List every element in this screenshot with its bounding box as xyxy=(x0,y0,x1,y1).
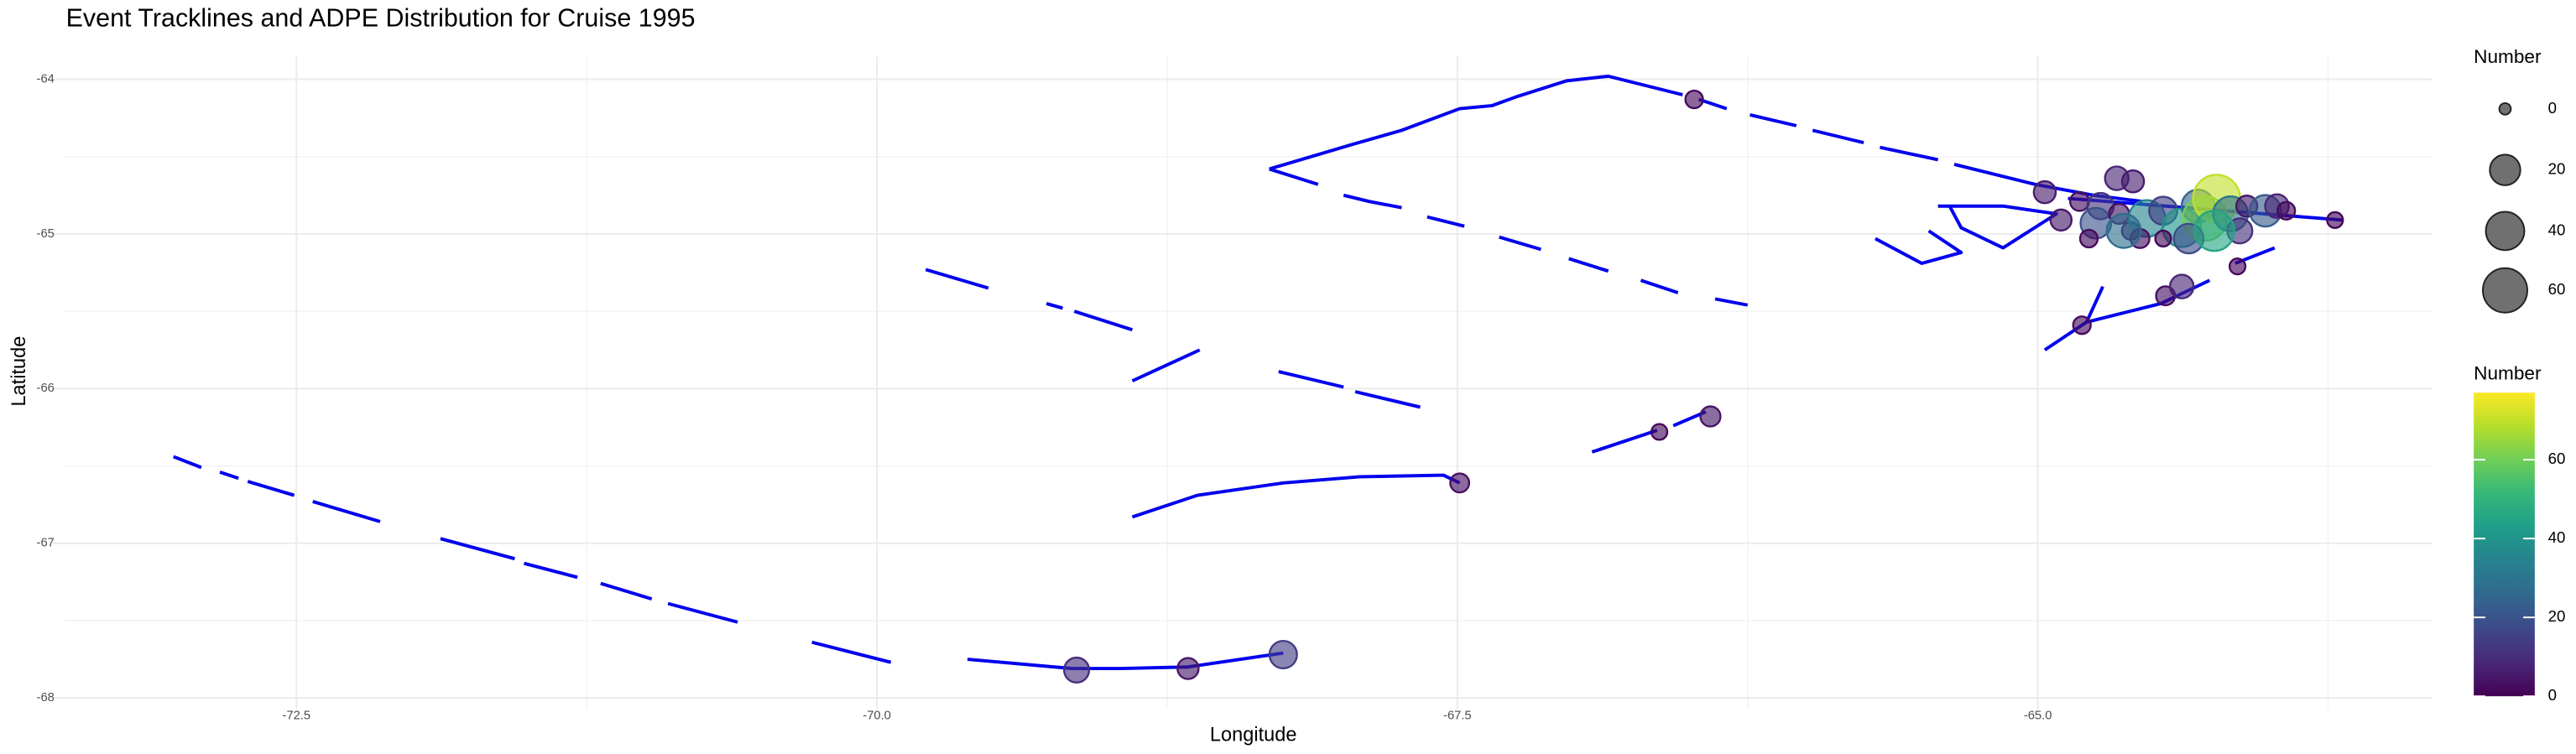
event-point xyxy=(1176,657,1200,680)
trackline xyxy=(219,471,239,481)
y-tick-label: -64 xyxy=(37,72,55,86)
x-tick-label: -67.5 xyxy=(1443,710,1472,723)
size-legend-label: 40 xyxy=(2548,221,2566,238)
trackline xyxy=(1131,473,1461,519)
event-point xyxy=(2120,169,2146,194)
event-point xyxy=(1268,639,1298,670)
event-point xyxy=(2078,228,2099,249)
event-point xyxy=(2105,212,2142,249)
event-point xyxy=(1449,472,1471,494)
trackline xyxy=(967,651,1284,671)
size-legend-key xyxy=(2485,211,2526,252)
trackline xyxy=(440,537,515,561)
trackline xyxy=(1749,113,1797,127)
x-tick-label: -70.0 xyxy=(863,710,891,723)
x-tick-label: -72.5 xyxy=(283,710,311,723)
event-point xyxy=(2228,257,2247,276)
colorbar-label: 60 xyxy=(2548,450,2566,467)
event-point xyxy=(2193,210,2235,252)
event-point xyxy=(1063,656,1091,684)
trackline xyxy=(1591,429,1658,454)
trackline xyxy=(1354,390,1421,409)
trackline xyxy=(1714,297,1749,307)
grid xyxy=(52,55,2433,710)
x-tick-label: -65.0 xyxy=(2024,710,2052,723)
trackline xyxy=(1426,215,1465,228)
trackline xyxy=(1499,235,1542,252)
event-point xyxy=(1699,405,1722,428)
y-tick-label: -67 xyxy=(37,537,55,550)
size-legend-title: Number xyxy=(2474,46,2542,67)
event-point xyxy=(2072,315,2092,335)
event-point xyxy=(1684,89,1704,110)
event-point xyxy=(2168,273,2195,299)
trackline xyxy=(1278,370,1344,389)
trackline xyxy=(1269,74,1683,171)
trackline xyxy=(1937,204,2058,250)
trackline xyxy=(600,581,653,601)
event-point xyxy=(2276,200,2297,221)
trackline xyxy=(1875,229,1963,265)
trackline xyxy=(1046,302,1064,310)
y-tick-label: -65 xyxy=(37,227,55,241)
trackline xyxy=(1812,128,1864,145)
size-legend-label: 0 xyxy=(2548,99,2557,117)
event-point xyxy=(2032,179,2057,205)
size-legend-label: 20 xyxy=(2548,160,2566,178)
y-tick-label: -66 xyxy=(37,382,55,395)
size-legend-label: 60 xyxy=(2548,280,2566,298)
trackline xyxy=(1343,193,1402,210)
event-point xyxy=(2049,208,2073,232)
event-point xyxy=(2326,211,2344,229)
trackline xyxy=(1131,348,1201,382)
trackline xyxy=(1269,167,1319,186)
trackline xyxy=(524,561,578,580)
trackline xyxy=(312,500,381,523)
event-point xyxy=(2068,190,2090,212)
size-legend-key xyxy=(2498,101,2512,116)
colorbar-label: 40 xyxy=(2548,528,2566,546)
event-point xyxy=(1650,423,1669,441)
trackline xyxy=(172,455,202,470)
colorbar-label: 0 xyxy=(2548,686,2557,704)
trackline xyxy=(1073,309,1134,332)
trackline xyxy=(1953,163,2143,204)
trackline xyxy=(247,480,295,497)
colorbar xyxy=(2474,393,2535,697)
y-axis-label: Latitude xyxy=(8,336,29,407)
size-legend-key xyxy=(2482,267,2528,314)
event-point xyxy=(2154,229,2172,248)
colorbar-label: 20 xyxy=(2548,607,2566,625)
size-legend-key xyxy=(2489,153,2521,186)
chart-title: Event Tracklines and ADPE Distribution f… xyxy=(66,4,696,33)
color-legend-title: Number xyxy=(2474,363,2542,384)
trackline xyxy=(1568,257,1609,273)
trackline xyxy=(667,601,738,624)
trackline xyxy=(811,640,892,664)
x-axis-label: Longitude xyxy=(1210,724,1297,746)
trackline xyxy=(2084,285,2104,323)
trackline xyxy=(925,268,989,290)
trackline xyxy=(1880,145,1939,162)
trackline xyxy=(1640,278,1679,294)
y-tick-label: -68 xyxy=(37,691,55,705)
